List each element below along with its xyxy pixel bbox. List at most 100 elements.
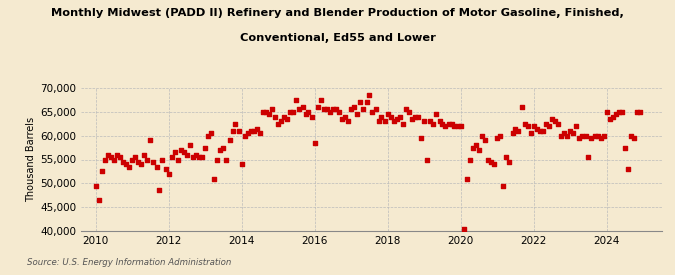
Point: [267, 107, 277, 112]
Point: [294, 107, 304, 112]
Point: [489, 162, 500, 166]
Point: [385, 114, 396, 119]
Point: [507, 131, 518, 136]
Point: [477, 133, 487, 138]
Point: [376, 114, 387, 119]
Point: [577, 133, 588, 138]
Point: [485, 160, 496, 164]
Point: [273, 122, 284, 126]
Point: [221, 157, 232, 162]
Point: [312, 105, 323, 109]
Point: [407, 117, 418, 121]
Point: [303, 110, 314, 114]
Point: [239, 133, 250, 138]
Point: [282, 117, 293, 121]
Point: [215, 148, 226, 152]
Point: [340, 114, 350, 119]
Point: [230, 122, 241, 126]
Point: [252, 126, 263, 131]
Point: [337, 117, 348, 121]
Point: [190, 153, 201, 157]
Point: [352, 112, 362, 116]
Point: [580, 133, 591, 138]
Point: [525, 131, 536, 136]
Point: [412, 114, 423, 119]
Point: [492, 136, 503, 140]
Point: [604, 117, 615, 121]
Point: [160, 167, 171, 171]
Point: [346, 107, 356, 112]
Point: [565, 129, 576, 133]
Point: [319, 107, 329, 112]
Point: [541, 122, 551, 126]
Point: [136, 162, 146, 166]
Point: [331, 107, 342, 112]
Point: [117, 160, 128, 164]
Point: [440, 124, 451, 128]
Point: [379, 119, 390, 123]
Point: [373, 119, 384, 123]
Point: [364, 93, 375, 97]
Point: [188, 155, 198, 159]
Point: [99, 157, 110, 162]
Point: [522, 124, 533, 128]
Point: [285, 110, 296, 114]
Point: [234, 129, 244, 133]
Point: [416, 136, 427, 140]
Point: [145, 138, 156, 143]
Point: [184, 143, 195, 147]
Point: [242, 131, 253, 136]
Point: [148, 160, 159, 164]
Point: [349, 105, 360, 109]
Point: [306, 114, 317, 119]
Point: [111, 153, 122, 157]
Point: [102, 153, 113, 157]
Point: [275, 119, 286, 123]
Point: [254, 131, 265, 136]
Point: [437, 122, 448, 126]
Point: [462, 176, 472, 181]
Point: [483, 157, 493, 162]
Point: [608, 114, 618, 119]
Point: [257, 110, 268, 114]
Point: [264, 112, 275, 116]
Point: [431, 112, 441, 116]
Point: [404, 110, 414, 114]
Point: [279, 114, 290, 119]
Point: [389, 119, 400, 123]
Point: [632, 110, 643, 114]
Point: [270, 114, 281, 119]
Point: [513, 129, 524, 133]
Point: [529, 124, 539, 128]
Point: [449, 124, 460, 128]
Point: [194, 155, 205, 159]
Point: [327, 107, 338, 112]
Point: [182, 153, 192, 157]
Point: [495, 133, 506, 138]
Point: [428, 122, 439, 126]
Point: [297, 105, 308, 109]
Point: [224, 138, 235, 143]
Point: [142, 157, 153, 162]
Point: [599, 133, 610, 138]
Point: [248, 129, 259, 133]
Point: [510, 126, 521, 131]
Point: [559, 131, 570, 136]
Y-axis label: Thousand Barrels: Thousand Barrels: [26, 117, 36, 202]
Point: [202, 133, 213, 138]
Point: [456, 124, 466, 128]
Point: [218, 145, 229, 150]
Point: [467, 145, 478, 150]
Point: [206, 131, 217, 136]
Point: [124, 164, 134, 169]
Point: [626, 133, 637, 138]
Point: [209, 176, 219, 181]
Point: [446, 122, 457, 126]
Point: [97, 169, 107, 174]
Point: [212, 157, 223, 162]
Point: [574, 136, 585, 140]
Text: Conventional, Ed55 and Lower: Conventional, Ed55 and Lower: [240, 33, 435, 43]
Point: [549, 119, 560, 123]
Point: [288, 110, 299, 114]
Point: [154, 188, 165, 193]
